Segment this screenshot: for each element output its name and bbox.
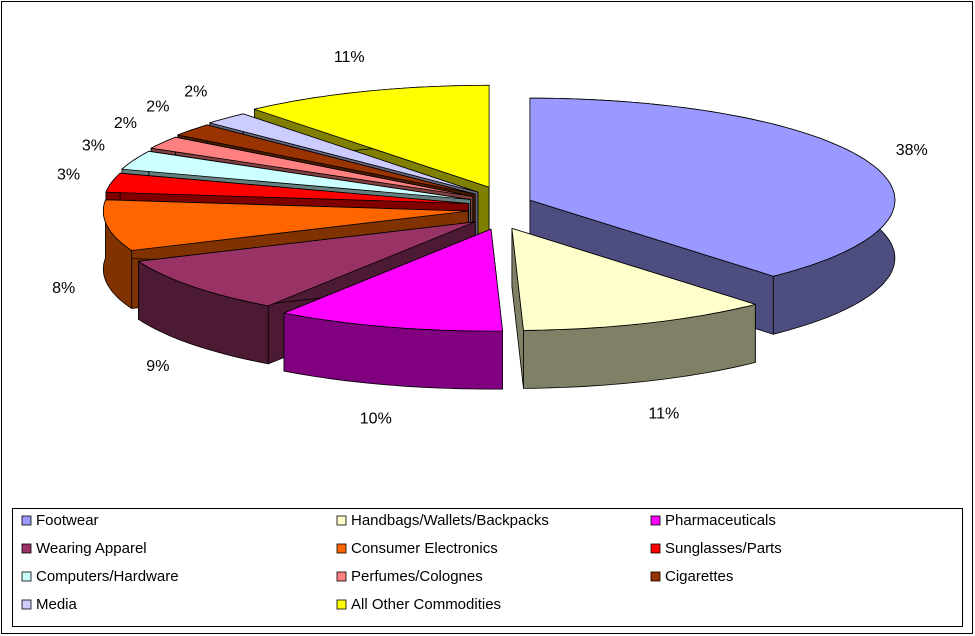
slice xyxy=(177,124,476,195)
data-label: 2% xyxy=(146,99,169,116)
slice xyxy=(138,221,476,307)
legend-label: Pharmaceuticals xyxy=(665,512,776,529)
data-label: 3% xyxy=(57,167,80,184)
data-label: 9% xyxy=(146,358,169,375)
legend-swatch xyxy=(650,515,661,526)
data-label: 38% xyxy=(896,142,928,159)
legend-swatch xyxy=(336,571,347,582)
slice xyxy=(511,228,756,331)
legend-swatch xyxy=(21,599,32,610)
slice xyxy=(105,172,470,204)
slice xyxy=(102,199,469,251)
legend-swatch xyxy=(336,543,347,554)
slice xyxy=(529,97,896,277)
legend-label: Footwear xyxy=(36,512,99,529)
legend-label: Computers/Hardware xyxy=(36,568,179,585)
data-label: 10% xyxy=(360,410,392,427)
data-label: 3% xyxy=(82,138,105,155)
legend-label: All Other Commodities xyxy=(351,596,501,613)
legend-label: Consumer Electronics xyxy=(351,540,498,557)
data-label: 8% xyxy=(52,280,75,297)
legend-swatch xyxy=(21,571,32,582)
slice xyxy=(209,113,479,193)
legend-box xyxy=(12,508,963,627)
slice xyxy=(283,228,503,332)
legend-swatch xyxy=(650,571,661,582)
legend-swatch xyxy=(21,543,32,554)
legend-swatch xyxy=(336,515,347,526)
legend-label: Sunglasses/Parts xyxy=(665,540,782,557)
legend-swatch xyxy=(21,515,32,526)
data-label: 11% xyxy=(334,49,365,66)
legend-label: Perfumes/Colognes xyxy=(351,568,483,585)
legend-swatch xyxy=(650,543,661,554)
legend-label: Media xyxy=(36,596,78,613)
slice xyxy=(121,150,471,200)
data-label: 2% xyxy=(184,84,207,101)
legend-label: Wearing Apparel xyxy=(36,540,147,557)
slice xyxy=(254,84,490,188)
data-label: 11% xyxy=(648,405,679,422)
legend-label: Handbags/Wallets/Backpacks xyxy=(351,512,549,529)
legend-swatch xyxy=(336,599,347,610)
legend-label: Cigarettes xyxy=(665,568,733,585)
data-label: 2% xyxy=(114,115,137,132)
slice xyxy=(150,136,474,197)
